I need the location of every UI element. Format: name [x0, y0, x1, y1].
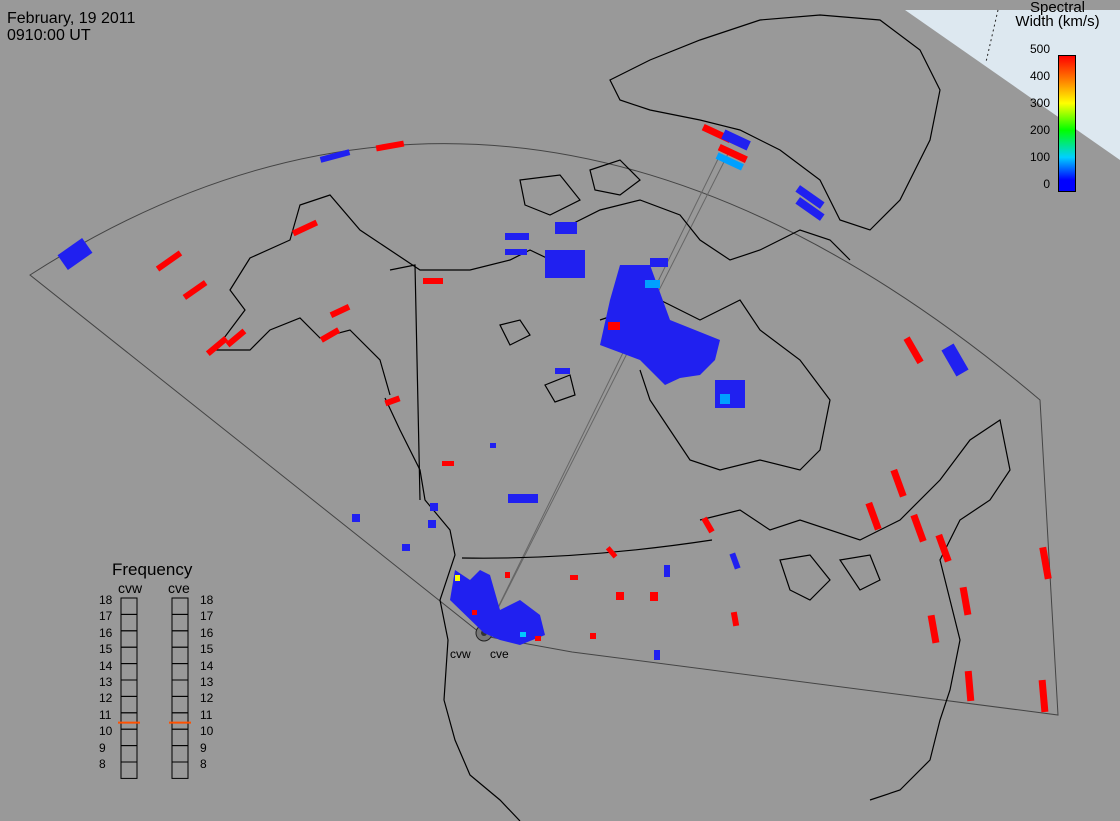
site-label-cve: cve	[490, 647, 509, 661]
greenland	[609, 14, 941, 231]
terminator-line	[985, 9, 999, 63]
frequency-cell	[120, 663, 138, 681]
frequency-tick-label: 9	[200, 740, 207, 755]
frequency-tick-label: 17	[200, 609, 214, 624]
frequency-tick-label: 18	[200, 593, 214, 607]
frequency-cell	[171, 695, 189, 714]
frequency-cell	[120, 728, 138, 747]
frequency-tick-label: 12	[200, 691, 214, 706]
beam-line-2	[483, 149, 731, 637]
colorbar-gradient	[1058, 55, 1076, 192]
frequency-tick-label: 15	[99, 642, 113, 657]
hudson-bay	[599, 299, 831, 471]
frequency-tick-label: 16	[200, 625, 214, 640]
frequency-tick-label: 10	[200, 724, 214, 739]
colorbar-tick: 100	[1029, 150, 1050, 164]
colorbar-tick: 400	[1029, 69, 1050, 83]
colorbar-tick: 200	[1029, 123, 1050, 137]
frequency-tick-label: 11	[200, 707, 213, 722]
frequency-cell	[120, 613, 138, 632]
frequency-cell	[120, 712, 138, 730]
frequency-cell	[171, 679, 189, 697]
frequency-cell	[171, 712, 189, 730]
high-latitude-echoes	[505, 222, 745, 503]
frequency-tick-label: 8	[200, 757, 207, 771]
frequency-tick-label: 13	[99, 675, 113, 689]
frequency-title: Frequency	[112, 560, 193, 579]
frequency-tick-label: 16	[99, 625, 113, 640]
frequency-tick-label: 14	[99, 658, 113, 673]
arctic-islands	[559, 199, 851, 261]
colorbar-title-line2: Width (km/s)	[1015, 13, 1100, 30]
frequency-tick-label: 12	[99, 691, 113, 706]
beam-line-1	[483, 154, 721, 637]
colorbar-title-line1: Spectral	[1029, 0, 1086, 16]
frequency-tick-label: 18	[99, 593, 113, 607]
frequency-cell	[171, 630, 189, 648]
frequency-cell	[171, 646, 189, 665]
alaska-canada-border	[389, 264, 421, 501]
far-range-echoes	[57, 123, 1052, 713]
frequency-cell	[171, 745, 189, 763]
frequency-cell	[171, 597, 189, 615]
frequency-tick-label: 15	[200, 642, 214, 657]
fov-outline	[29, 143, 1059, 716]
frequency-cell	[171, 728, 189, 747]
frequency-tick-label: 10	[99, 724, 113, 739]
great-lakes	[779, 554, 831, 601]
frequency-cell	[120, 695, 138, 714]
us-canada-border	[461, 539, 713, 559]
frequency-cell	[171, 761, 189, 779]
alaska-coast	[213, 194, 556, 396]
frequency-scales	[118, 597, 191, 779]
frequency-tick-label: 17	[99, 609, 113, 624]
frequency-tick-label: 13	[200, 675, 214, 689]
date-label: February, 19 2011	[7, 10, 136, 27]
frequency-cell	[120, 630, 138, 648]
frequency-tick-label: 11	[99, 707, 112, 722]
frequency-tick-label: 8	[99, 757, 106, 771]
frequency-cell	[171, 663, 189, 681]
site-label-cvw: cvw	[450, 647, 471, 661]
frequency-cell	[120, 745, 138, 763]
colorbar-tick: 0	[1043, 177, 1050, 191]
east-coast	[699, 419, 1011, 801]
frequency-cell	[120, 646, 138, 665]
frequency-cell	[120, 597, 138, 615]
frequency-radar-cvw: cvw	[118, 580, 143, 596]
frequency-radar-cve: cve	[168, 580, 190, 596]
colorbar-tick: 300	[1029, 96, 1050, 110]
coastlines	[213, 14, 1011, 821]
frequency-cell	[120, 679, 138, 697]
frequency-tick-label: 14	[200, 658, 214, 673]
colorbar-tick: 500	[1029, 42, 1050, 56]
frequency-cell	[120, 761, 138, 779]
near-range-echoes	[450, 570, 545, 645]
frequency-tick-label: 9	[99, 740, 106, 755]
time-label: 0910:00 UT	[7, 27, 91, 44]
frequency-cell	[171, 613, 189, 632]
